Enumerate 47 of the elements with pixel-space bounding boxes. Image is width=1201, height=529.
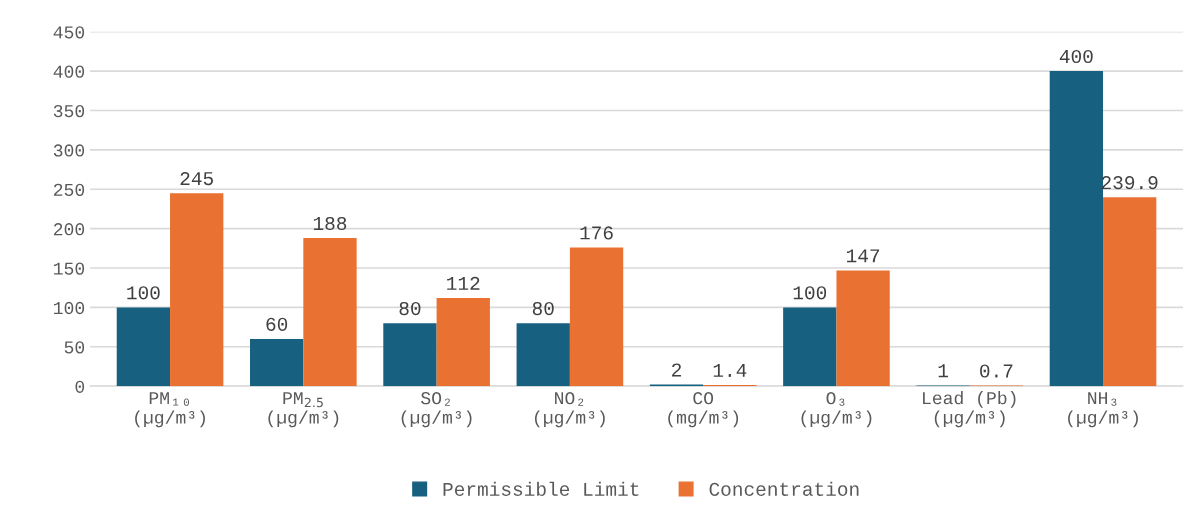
x-tick-label: O₃ (µg/m³) — [801, 392, 872, 428]
data-label: 60 — [266, 317, 288, 331]
y-tick-label: 250 — [53, 183, 85, 196]
y-tick-label: 0 — [75, 380, 85, 393]
data-label: 1.4 — [713, 364, 747, 377]
x-tick-label: CO (mg/m³) — [668, 392, 739, 428]
x-tick-label: Lead (Pb) (µg/m³) — [923, 391, 1016, 428]
bar — [116, 307, 171, 387]
y-tick-label: 200 — [53, 223, 85, 236]
x-tick-label: PM$_{2.5}$ (µg/m³) — [268, 392, 339, 428]
data-label: 2 — [672, 363, 681, 377]
bar — [1103, 197, 1157, 387]
bar — [516, 323, 570, 387]
data-label: 1 — [938, 364, 948, 378]
bar — [383, 323, 437, 387]
data-label: 188 — [313, 216, 347, 231]
y-tick-label: 150 — [54, 262, 85, 275]
data-label: 147 — [847, 249, 880, 263]
bar — [836, 270, 890, 387]
bar — [170, 193, 224, 387]
bar — [1049, 71, 1104, 387]
y-tick-label: 100 — [54, 301, 85, 315]
data-label: 100 — [793, 286, 827, 300]
y-tick-label: 450 — [53, 26, 85, 39]
data-label: 245 — [180, 171, 213, 186]
y-tick-label: 50 — [64, 341, 85, 354]
bar — [250, 338, 304, 387]
y-tick-label: 350 — [53, 104, 85, 118]
data-label: 80 — [399, 301, 421, 316]
x-tick-label: PM₁₀ (µg/m³) — [135, 392, 205, 428]
x-tick-label: NH₃ (µg/m³) — [1068, 392, 1138, 428]
bar — [783, 307, 837, 387]
bar — [436, 297, 490, 387]
data-label: 176 — [580, 226, 613, 240]
bar — [303, 238, 357, 387]
data-label: 80 — [532, 301, 554, 316]
x-tick-label: NO₂ (µg/m³) — [534, 392, 605, 428]
y-tick-label: 400 — [53, 65, 85, 78]
legend-label: Concentration — [709, 481, 859, 496]
data-label: 400 — [1059, 49, 1093, 64]
data-label: 0.7 — [980, 364, 1013, 378]
y-tick-label: 300 — [53, 144, 85, 157]
data-label: 112 — [447, 276, 480, 290]
data-label: 100 — [127, 286, 160, 300]
bar — [569, 247, 624, 387]
x-tick-label: SO₂ (µg/m³) — [401, 392, 472, 428]
legend-label: Permissible Limit — [443, 481, 639, 496]
